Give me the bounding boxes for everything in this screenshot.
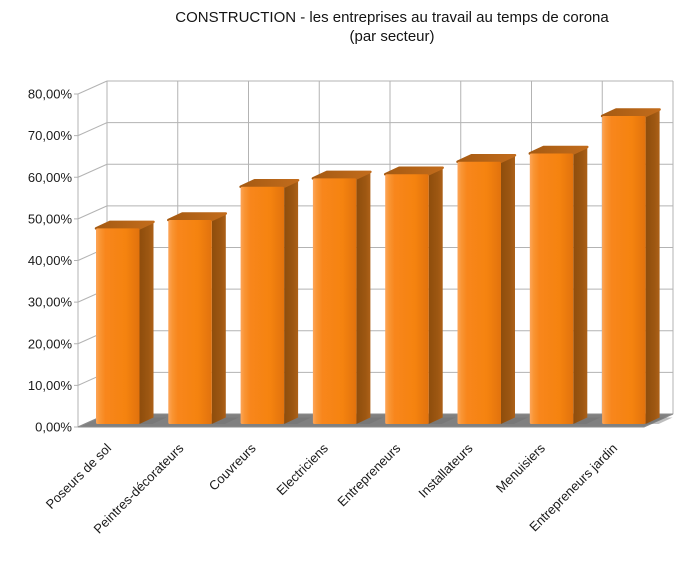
bar-side-face [573, 146, 588, 424]
bar-side-face [501, 155, 515, 424]
bar-6 [528, 145, 601, 424]
x-axis-category-label: Electriciens [273, 440, 331, 498]
y-axis-tick-label: 0,00% [35, 420, 72, 435]
bar-shadow [139, 417, 167, 424]
y-axis-tick-label: 40,00% [28, 253, 73, 268]
bar-front-face [96, 228, 140, 424]
bar-front-face [529, 153, 574, 424]
y-axis-tick-label: 60,00% [28, 170, 73, 185]
bar-side-face [284, 180, 299, 424]
bar-front-face [240, 186, 285, 424]
bar-0 [94, 220, 167, 424]
y-axis-tick-label: 20,00% [28, 336, 73, 351]
leftwall-gridline [77, 122, 108, 137]
bar-side-face [645, 109, 660, 424]
bar-2 [239, 178, 312, 424]
leftwall-gridline [77, 205, 108, 220]
y-axis-tick-label: 10,00% [28, 378, 73, 393]
bar-shadow [573, 417, 601, 424]
bar-front-face [602, 115, 646, 424]
x-axis-category-label: Poseurs de sol [43, 440, 114, 511]
y-axis-labels: 0,00% 10,00% 20,00% 30,00% 40,00% 50,00% 60,00… [28, 87, 73, 435]
bar-series [94, 108, 673, 424]
bar-7 [600, 108, 673, 424]
bar-shadow [356, 417, 384, 424]
bar-shadow [645, 417, 673, 424]
bar-shadow [501, 417, 528, 424]
x-axis-category-label: Menuisiers [493, 440, 548, 495]
bar-front-face [168, 220, 212, 424]
chart-title: CONSTRUCTION - les entreprises au travai… [175, 9, 609, 26]
leftwall-gridline [77, 80, 108, 95]
bar-front-face [385, 174, 429, 424]
bar-side-face [428, 167, 443, 424]
chart-title-block: CONSTRUCTION - les entreprises au travai… [95, 8, 689, 46]
chart-subtitle: (par secteur) [349, 28, 435, 45]
x-axis-category-label: Entrepreneurs [334, 440, 403, 509]
bar-4 [383, 166, 456, 424]
bar-front-face [457, 161, 501, 424]
bar-shadow [211, 417, 239, 424]
y-axis-tick-label: 30,00% [28, 295, 73, 310]
bar-3 [311, 170, 384, 424]
bar-shadow [428, 417, 456, 424]
bar-1 [167, 212, 239, 424]
x-axis-category-label: Couvreurs [206, 440, 259, 493]
bar-side-face [211, 213, 226, 424]
y-axis-tick-label: 70,00% [28, 128, 73, 143]
bar-shadow [284, 417, 312, 424]
bar-5 [456, 154, 528, 424]
leftwall-gridline [77, 163, 108, 178]
bar-front-face [312, 178, 357, 424]
y-axis-tick-label: 80,00% [28, 87, 73, 102]
x-axis-category-label: Installateurs [415, 440, 476, 501]
bar-side-face [139, 221, 154, 424]
bar-side-face [356, 171, 371, 424]
y-axis-tick-label: 50,00% [28, 211, 73, 226]
